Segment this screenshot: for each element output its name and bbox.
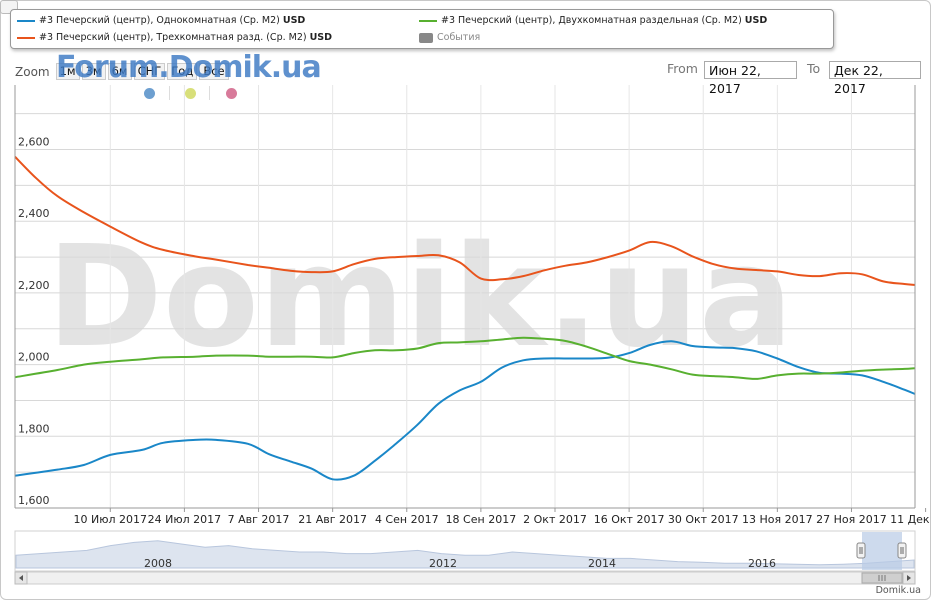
legend: #3 Печерский (центр), Однокомнатная (Ср.… [10,9,834,49]
arrow-left-icon [19,575,23,581]
navigator-year-label: 2012 [429,557,457,570]
zoom-bar: Zoom 1м 3м 6м СНГ Год Все [15,63,229,80]
navigator-left-handle[interactable] [856,542,866,559]
zoom-button-1m[interactable]: 1м [55,63,80,80]
legend-item-series-3[interactable]: #3 Печерский (центр), Двухкомнатная разд… [419,15,767,26]
range-to-input[interactable]: Дек 22, 2017 [829,61,921,96]
range-to-label: To [807,61,821,76]
legend-label-series-2: #3 Печерский (центр), Трехкомнатная разд… [39,32,307,43]
legend-label-series-3: #3 Печерский (центр), Двухкомнатная разд… [441,15,742,26]
legend-label-events: События [437,32,481,43]
navigator-selection[interactable] [862,532,902,570]
events-box-icon [419,32,433,43]
navigator-right-handle[interactable] [897,542,907,559]
legend-unit-series-3: USD [744,15,768,26]
event-separator [209,86,210,100]
event-marker-1[interactable] [144,88,155,99]
scrollbar-track[interactable] [14,571,916,585]
forum-watermark-logo: Forum.Domik.ua [56,50,322,85]
event-separator [169,86,170,100]
arrow-right-icon [907,575,911,581]
zoom-button-all[interactable]: Все [199,63,229,80]
footer-credit[interactable]: Domik.ua [875,585,921,596]
legend-item-events[interactable]: События [419,32,480,43]
range-from-input[interactable]: Июн 22, 2017 [704,61,797,96]
navigator-year-label: 2008 [144,557,172,570]
zoom-button-6m[interactable]: 6м [107,63,132,80]
navigator-year-label: 2016 [748,557,776,570]
legend-line-series-3 [419,19,437,22]
legend-item-series-2[interactable]: #3 Печерский (центр), Трехкомнатная разд… [17,32,332,43]
zoom-button-3m[interactable]: 3м [81,63,106,80]
legend-unit-series-2: USD [309,32,333,43]
legend-line-series-1 [17,19,35,22]
event-marker-3[interactable] [226,88,237,99]
legend-line-series-2 [17,36,35,39]
zoom-button-ytd[interactable]: СНГ [133,63,166,80]
event-marker-2[interactable] [185,88,196,99]
zoom-label: Zoom [15,64,50,79]
zoom-button-1y[interactable]: Год [167,63,198,80]
navigator-year-label: 2014 [588,557,616,570]
navigator-area [15,540,915,569]
legend-label-series-1: #3 Печерский (центр), Однокомнатная (Ср.… [39,15,280,26]
legend-unit-series-1: USD [282,15,306,26]
legend-item-series-1[interactable]: #3 Печерский (центр), Однокомнатная (Ср.… [17,15,305,26]
range-from-label: From [667,61,698,76]
